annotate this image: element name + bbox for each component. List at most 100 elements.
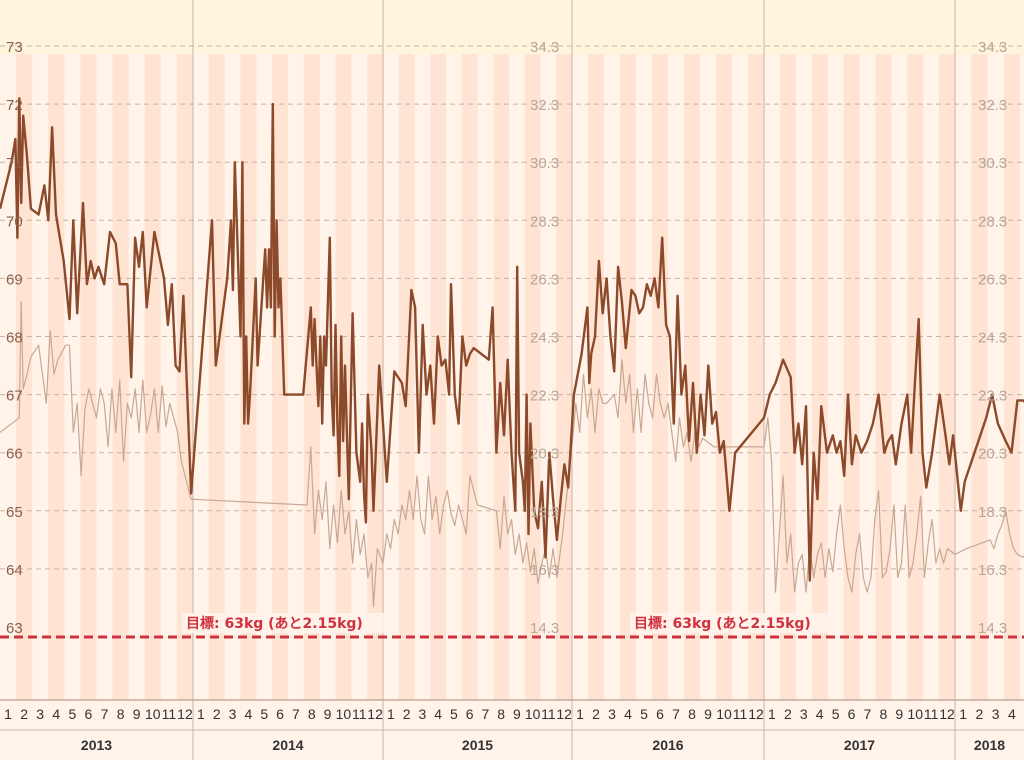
month-tick-label: 4 xyxy=(434,706,442,722)
month-stripe xyxy=(811,54,828,700)
month-tick-label: 4 xyxy=(1008,706,1016,722)
left-y-tick: 64 xyxy=(6,562,23,579)
month-tick-label: 9 xyxy=(704,706,712,722)
right-y-tick: 30.3 xyxy=(978,155,1007,172)
left-y-tick: 63 xyxy=(6,620,23,637)
left-y-tick: 68 xyxy=(6,330,23,347)
series xyxy=(0,97,1024,608)
month-stripe xyxy=(303,54,320,700)
month-tick-label: 5 xyxy=(450,706,458,722)
month-tick-label: 1 xyxy=(4,706,12,722)
month-stripe xyxy=(971,54,988,700)
goal-label-bg-2 xyxy=(630,613,838,633)
weight-series-line xyxy=(0,97,1024,582)
right-y-tick: 34.3 xyxy=(530,39,559,56)
month-tick-label: 9 xyxy=(513,706,521,722)
month-stripe xyxy=(588,54,604,700)
month-stripe xyxy=(335,54,352,700)
month-tick-label: 1 xyxy=(576,706,584,722)
month-tick-label: 6 xyxy=(656,706,664,722)
right-y-tick: 26.3 xyxy=(978,271,1007,288)
month-tick-label: 9 xyxy=(895,706,903,722)
bodyfat-series-line xyxy=(0,301,1024,608)
right-y-tick: 28.3 xyxy=(978,213,1007,230)
month-tick-label: 6 xyxy=(276,706,284,722)
month-tick-label: 12 xyxy=(177,706,193,722)
month-tick-label: 2 xyxy=(784,706,792,722)
month-tick-label: 10 xyxy=(336,706,352,722)
left-y-tick: 71 xyxy=(6,155,23,172)
month-tick-label: 8 xyxy=(688,706,696,722)
right-y-tick: 14.3 xyxy=(978,620,1007,637)
month-stripe xyxy=(652,54,668,700)
year-label: 2018 xyxy=(974,737,1005,753)
month-tick-label: 10 xyxy=(145,706,161,722)
left-y-tick: 66 xyxy=(6,446,23,463)
month-tick-label: 4 xyxy=(816,706,824,722)
month-tick-label: 7 xyxy=(101,706,109,722)
month-stripe xyxy=(620,54,636,700)
month-tick-label: 3 xyxy=(608,706,616,722)
month-tick-label: 5 xyxy=(640,706,648,722)
month-stripe xyxy=(684,54,700,700)
month-tick-label: 9 xyxy=(324,706,332,722)
month-stripe xyxy=(272,54,288,700)
month-tick-label: 4 xyxy=(245,706,253,722)
month-tick-label: 6 xyxy=(466,706,474,722)
month-tick-label: 9 xyxy=(133,706,141,722)
month-tick-label: 10 xyxy=(716,706,732,722)
month-stripe xyxy=(461,54,478,700)
right-y-tick: 34.3 xyxy=(978,39,1007,56)
right-y-tick: 24.3 xyxy=(978,330,1007,347)
month-tick-label: 3 xyxy=(800,706,808,722)
month-tick-label: 8 xyxy=(497,706,505,722)
right-y-tick: 22.3 xyxy=(530,388,559,405)
month-tick-label: 10 xyxy=(525,706,541,722)
left-y-tick: 67 xyxy=(6,388,23,405)
right-y-tick: 20.3 xyxy=(978,446,1007,463)
month-tick-label: 11 xyxy=(541,706,556,722)
month-stripe xyxy=(48,54,65,700)
month-tick-label: 6 xyxy=(848,706,856,722)
month-tick-label: 3 xyxy=(992,706,1000,722)
goal-label-bg xyxy=(182,613,390,633)
year-label: 2016 xyxy=(652,737,683,753)
month-stripe xyxy=(144,54,161,700)
month-tick-label: 11 xyxy=(733,706,748,722)
month-tick-label: 4 xyxy=(52,706,60,722)
right-y-tick: 18.3 xyxy=(530,504,559,521)
grid xyxy=(0,0,1024,700)
right-y-tick: 30.3 xyxy=(530,155,559,172)
year-label: 2013 xyxy=(81,737,112,753)
left-y-tick: 70 xyxy=(6,213,23,230)
month-tick-label: 10 xyxy=(907,706,923,722)
month-tick-label: 1 xyxy=(387,706,395,722)
month-tick-label: 12 xyxy=(939,706,955,722)
month-stripe xyxy=(208,54,225,700)
right-y-tick: 16.3 xyxy=(530,562,559,579)
axis-ticks: 73 72 71 70 69 68 67 66 65 64 63 34.3 32.3 30.3 28.3 26… xyxy=(6,39,1007,637)
month-stripe xyxy=(779,54,796,700)
month-tick-label: 12 xyxy=(556,706,572,722)
month-stripe xyxy=(367,54,383,700)
month-tick-label: 11 xyxy=(162,706,177,722)
month-tick-label: 7 xyxy=(292,706,300,722)
left-y-tick: 69 xyxy=(6,271,23,288)
month-stripe xyxy=(556,54,572,700)
month-tick-label: 7 xyxy=(864,706,872,722)
month-stripe xyxy=(875,54,892,700)
month-tick-label: 2 xyxy=(20,706,28,722)
month-tick-label: 3 xyxy=(36,706,44,722)
month-tick-label: 11 xyxy=(924,706,939,722)
right-y-tick: 32.3 xyxy=(530,97,559,114)
month-tick-label: 8 xyxy=(117,706,125,722)
month-tick-label: 11 xyxy=(352,706,367,722)
month-tick-label: 12 xyxy=(748,706,764,722)
month-stripe xyxy=(240,54,257,700)
month-tick-label: 6 xyxy=(85,706,93,722)
year-label: 2017 xyxy=(844,737,875,753)
goal-label: 目標: 63kg (あと2.15kg) xyxy=(186,615,363,632)
month-tick-label: 8 xyxy=(308,706,316,722)
month-stripe xyxy=(524,54,541,700)
